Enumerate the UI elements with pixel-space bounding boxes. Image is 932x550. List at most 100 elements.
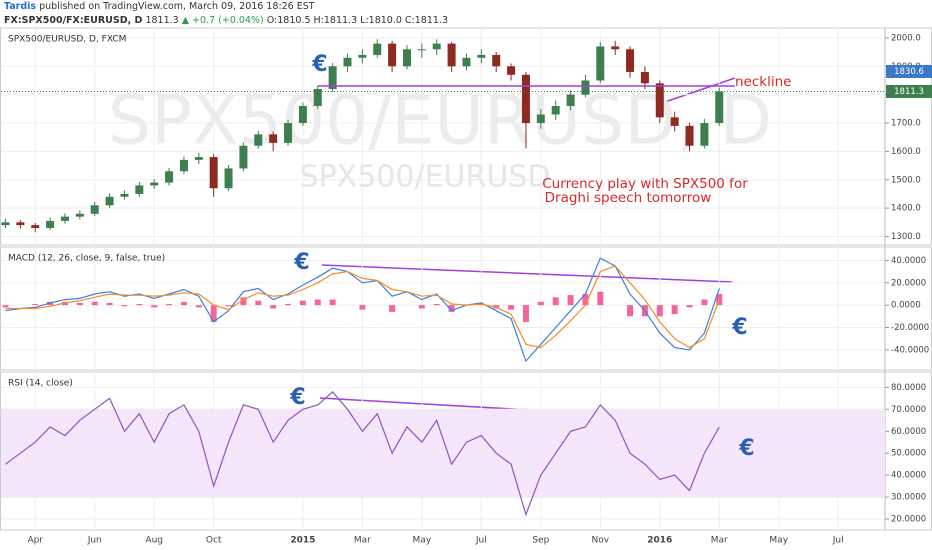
candle-body xyxy=(298,106,307,124)
histogram-bar xyxy=(418,305,425,309)
candle-body xyxy=(581,80,590,95)
x-tick-label: Apr xyxy=(27,536,43,546)
x-tick-label: Mar xyxy=(354,536,371,546)
layer-front: Apr Jun Aug Oct 2015 Mar May Jul Sep Nov 2016 Mar Ma… xyxy=(1,33,932,546)
trend-line xyxy=(321,264,733,283)
histogram-bar xyxy=(522,305,529,322)
y-tick-label: 80.0000 xyxy=(891,383,926,393)
x-tick-label: May xyxy=(769,536,788,546)
histogram-bar xyxy=(136,304,143,306)
y-tick-label: 70.0000 xyxy=(891,405,926,415)
candle-body xyxy=(179,159,188,172)
histogram-bar xyxy=(671,305,678,315)
histogram-bar xyxy=(180,301,187,306)
change: ▲ +0.7 (+0.04%) xyxy=(181,15,264,26)
histogram-bar xyxy=(597,291,604,306)
histogram-bar xyxy=(76,302,83,306)
histogram-bar xyxy=(582,293,589,306)
candle-body xyxy=(284,123,293,143)
candle-body xyxy=(90,205,99,214)
candle-body xyxy=(640,71,649,84)
pane-label: MACD (12, 26, close, 9, false, true) xyxy=(8,254,165,264)
histogram-bar xyxy=(195,305,202,308)
candle-body xyxy=(492,54,501,67)
pane xyxy=(0,246,932,371)
candle-body xyxy=(209,157,218,189)
author[interactable]: Tardis xyxy=(4,1,37,12)
candle-body xyxy=(507,66,516,75)
histogram-bar xyxy=(270,305,277,309)
x-tick-label: Aug xyxy=(145,536,163,546)
series-line xyxy=(5,265,720,349)
candle-body xyxy=(462,57,471,67)
candle-body xyxy=(16,222,25,226)
candle-body xyxy=(328,66,337,89)
euro-annotation: € xyxy=(293,250,309,275)
euro-annotation: € xyxy=(731,315,747,340)
histogram-bar xyxy=(255,300,262,306)
histogram-bar xyxy=(166,304,173,306)
candle-body xyxy=(135,185,144,194)
x-tick-label: Nov xyxy=(592,536,610,546)
series-line xyxy=(5,257,720,363)
y-tick-label: 40.0000 xyxy=(891,256,926,266)
candle-body xyxy=(75,213,84,217)
candle-body xyxy=(60,216,69,221)
candle-body xyxy=(596,46,605,81)
candle-body xyxy=(269,134,278,143)
euro-annotation: € xyxy=(289,385,305,410)
histogram-bar xyxy=(314,299,321,306)
y-tick-label: 40.0000 xyxy=(891,471,926,481)
candle-body xyxy=(343,57,352,67)
published: published on TradingView.com, March 09, … xyxy=(39,1,315,12)
histogram-bar xyxy=(656,305,663,317)
neckline-badge xyxy=(886,64,932,78)
histogram-bar xyxy=(151,305,158,308)
euro-annotation: € xyxy=(738,436,754,461)
histogram-bar xyxy=(448,305,455,312)
candle-body xyxy=(477,54,486,58)
header: Tardis published on TradingView.com, Mar… xyxy=(0,0,932,28)
histogram-bar xyxy=(627,305,634,317)
y-tick-label: 20.0000 xyxy=(891,515,926,525)
candle-body xyxy=(447,43,456,67)
y-tick-label: 1300.0 xyxy=(891,232,921,242)
candle-body xyxy=(254,134,263,146)
candle-body xyxy=(1,222,10,226)
candle-body xyxy=(120,193,129,197)
last: 1811.3 xyxy=(145,15,179,26)
histogram-bar xyxy=(567,295,574,306)
y-tick-label: 50.0000 xyxy=(891,449,926,459)
candle-body xyxy=(313,88,322,107)
candle-body xyxy=(566,94,575,107)
y-tick-label: 1700.0 xyxy=(891,119,921,129)
histogram-bar xyxy=(32,304,39,306)
y-tick-label: 1400.0 xyxy=(891,204,921,214)
candle-body xyxy=(611,46,620,50)
candle-body xyxy=(105,196,114,206)
x-tick-label: Jul xyxy=(475,536,487,546)
histogram-bar xyxy=(701,299,708,306)
histogram-bar xyxy=(389,305,396,312)
annotation: neckline xyxy=(735,74,791,90)
publish-line: Tardis published on TradingView.com, Mar… xyxy=(4,1,315,12)
open: O:1810.5 xyxy=(266,15,311,26)
x-tick-label: Jun xyxy=(87,536,102,546)
annotation: Draghi speech tomorrow xyxy=(545,190,712,206)
euro-annotation: € xyxy=(311,52,327,77)
histogram-bar xyxy=(121,305,128,307)
candle-body xyxy=(417,49,426,51)
histogram-bar xyxy=(508,305,515,310)
close: C:1811.3 xyxy=(404,15,448,26)
histogram-bar xyxy=(552,297,559,306)
histogram-bar xyxy=(2,305,9,308)
y-tick-label: -20.0000 xyxy=(891,323,929,333)
y-tick-label: 2000.0 xyxy=(891,33,921,43)
histogram-bar xyxy=(329,299,336,306)
candle-body xyxy=(536,114,545,124)
histogram-bar xyxy=(299,300,306,306)
candle-body xyxy=(46,220,55,228)
candle-body xyxy=(165,171,174,183)
